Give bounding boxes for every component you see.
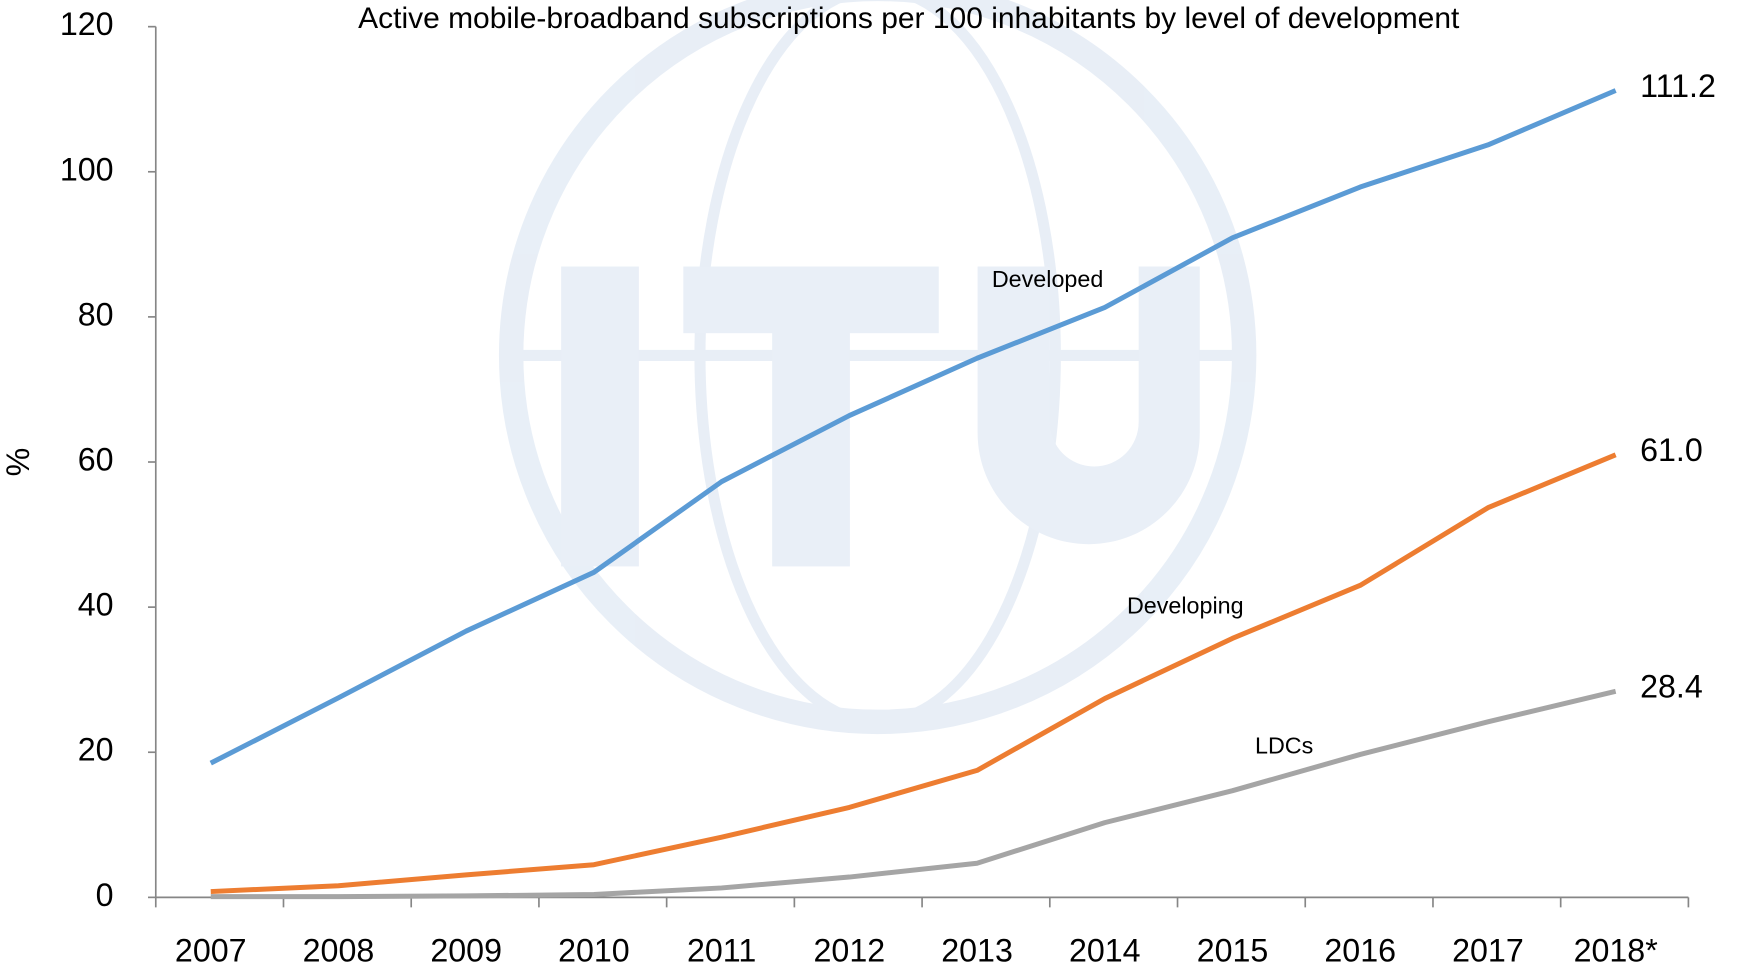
y-tick-label: 20 [78, 732, 114, 768]
x-tick-label: 2008 [303, 932, 375, 968]
x-tick-label: 2011 [687, 932, 756, 968]
x-tick-label: 2014 [1069, 932, 1141, 968]
y-tick-label: 0 [96, 877, 114, 913]
y-tick-label: 40 [78, 587, 114, 623]
x-tick-label: 2018* [1574, 932, 1659, 968]
x-tick-label: 2013 [941, 932, 1013, 968]
y-axis-label: % [0, 448, 36, 477]
x-tick-label: 2012 [814, 932, 886, 968]
chart-title: Active mobile-broadband subscriptions pe… [358, 2, 1460, 35]
series-line [210, 452, 1617, 895]
y-tick-label: 120 [60, 6, 114, 42]
x-tick-label: 2007 [175, 932, 247, 968]
y-tick-label: 80 [78, 296, 114, 332]
x-tick-label: 2016 [1324, 932, 1396, 968]
x-tick-label: 2017 [1452, 932, 1524, 968]
series-line [209, 88, 1617, 766]
series-label: Developed [992, 266, 1103, 292]
series-line [210, 688, 1617, 900]
y-tick-label: 100 [60, 151, 114, 187]
value-label: 61.0 [1640, 432, 1703, 468]
x-tick-label: 2010 [558, 932, 630, 968]
watermark-letters [561, 266, 1200, 567]
y-tick-label: 60 [78, 442, 114, 478]
series-label: Developing [1127, 593, 1244, 619]
x-tick-label: 2015 [1197, 932, 1269, 968]
x-tick-label: 2009 [430, 932, 502, 968]
value-label: 111.2 [1640, 68, 1716, 104]
value-label: 28.4 [1640, 669, 1703, 705]
series-label: LDCs [1255, 733, 1313, 759]
